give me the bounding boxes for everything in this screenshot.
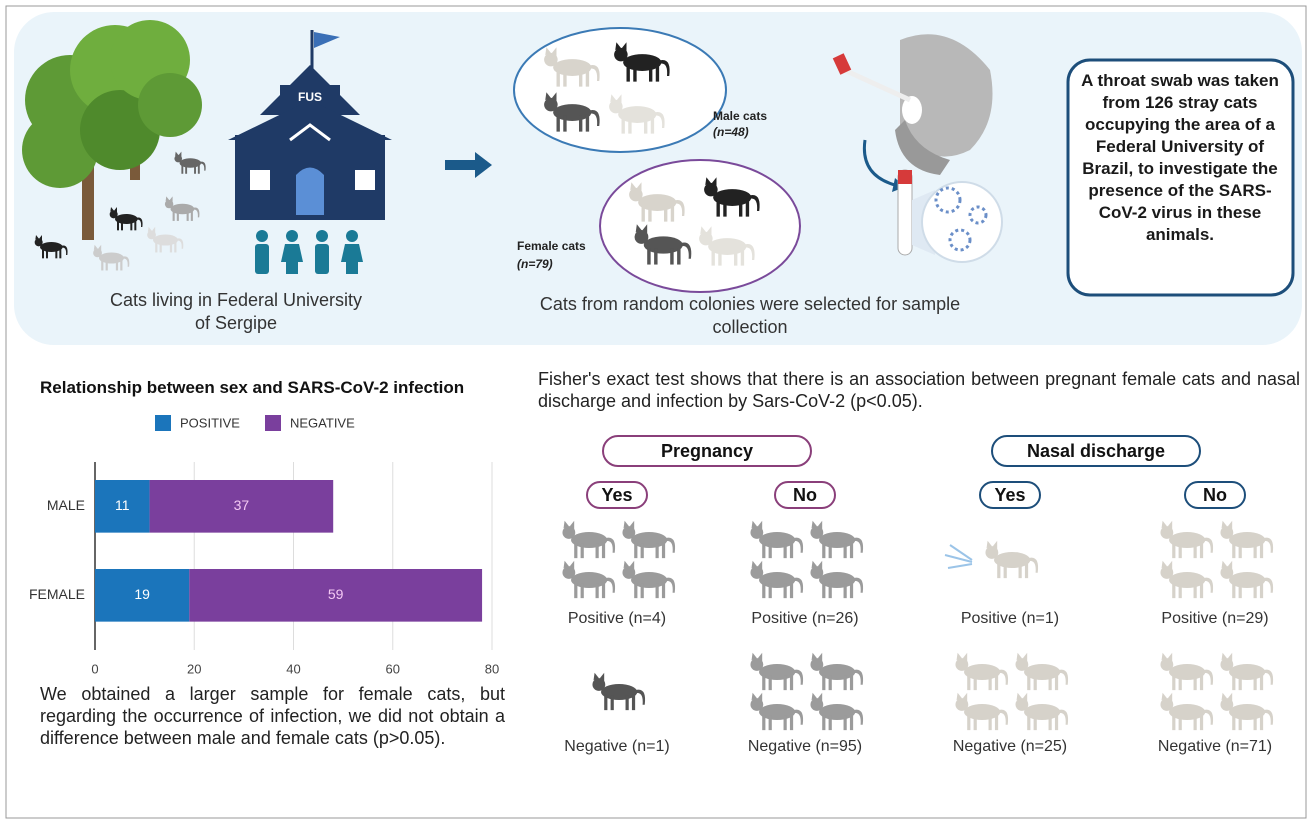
- cat-icon: [1015, 653, 1068, 690]
- legend-label: POSITIVE: [180, 415, 240, 430]
- shape-rect: [355, 170, 375, 190]
- cat-icon: [1015, 693, 1068, 730]
- legend-label: NEGATIVE: [290, 415, 355, 430]
- data-label: 59: [328, 586, 344, 602]
- cat-icon: [810, 521, 863, 558]
- summary-text: A throat swab was taken from 126 stray c…: [1080, 70, 1280, 246]
- chart-title: Relationship between sex and SARS-CoV-2 …: [40, 378, 464, 398]
- negative-label: Negative (n=1): [527, 738, 707, 756]
- shape-line: [948, 564, 972, 568]
- x-tick-label: 0: [91, 661, 98, 676]
- positive-label: Positive (n=4): [527, 610, 707, 628]
- cat-icon: [1160, 653, 1213, 690]
- shape-rect: [255, 244, 269, 274]
- cat-icon: [750, 653, 803, 690]
- data-label: 19: [134, 586, 150, 602]
- male-count: (n=48): [713, 124, 749, 140]
- cat-icon: [1220, 561, 1273, 598]
- building-label: FUS: [298, 90, 322, 104]
- graphical-abstract: FUS: [0, 0, 1312, 825]
- cat-icon: [1160, 521, 1213, 558]
- cat-icon: [810, 653, 863, 690]
- x-tick-label: 80: [485, 661, 499, 676]
- female-count: (n=79): [517, 256, 553, 272]
- cat-icon: [955, 693, 1008, 730]
- male-group: [514, 28, 726, 152]
- female-group: [600, 160, 800, 292]
- group-title: Nasal discharge: [991, 435, 1201, 467]
- cat-icon: [1220, 521, 1273, 558]
- x-tick-label: 60: [386, 661, 400, 676]
- cat-icon: [1160, 561, 1213, 598]
- cat-icon: [592, 673, 645, 710]
- positive-label: Positive (n=1): [920, 610, 1100, 628]
- cat-icon: [750, 561, 803, 598]
- shape-circle: [346, 230, 358, 242]
- data-label: 37: [234, 497, 250, 513]
- cat-icon: [810, 561, 863, 598]
- column-label: No: [774, 481, 836, 509]
- shape-circle: [138, 73, 202, 137]
- female-label: Female cats: [517, 238, 586, 254]
- cat-icon: [1220, 693, 1273, 730]
- positive-label: Positive (n=26): [715, 610, 895, 628]
- shape-circle: [316, 230, 328, 242]
- cat-icon: [810, 693, 863, 730]
- category-label: MALE: [47, 497, 85, 513]
- data-label: 11: [115, 497, 130, 513]
- selection-caption: Cats from random colonies were selected …: [505, 293, 995, 339]
- column-label: Yes: [979, 481, 1041, 509]
- male-label: Male cats: [713, 108, 767, 124]
- cat-icon: [750, 521, 803, 558]
- column-label: Yes: [586, 481, 648, 509]
- shape-rect: [286, 260, 298, 274]
- cat-icon: [622, 521, 675, 558]
- negative-label: Negative (n=25): [920, 738, 1100, 756]
- legend-swatch: [155, 415, 171, 431]
- x-tick-label: 40: [286, 661, 300, 676]
- shape-rect: [898, 170, 912, 184]
- shape-circle: [286, 230, 298, 242]
- chart-note: We obtained a larger sample for female c…: [40, 683, 505, 749]
- cat-icon: [1220, 653, 1273, 690]
- x-tick-label: 20: [187, 661, 201, 676]
- cat-icon: [985, 541, 1038, 578]
- campus-caption: Cats living in Federal University of Ser…: [106, 289, 366, 335]
- shape-path: [296, 168, 324, 216]
- legend-swatch: [265, 415, 281, 431]
- negative-label: Negative (n=95): [715, 738, 895, 756]
- cat-icon: [562, 561, 615, 598]
- fisher-text: Fisher's exact test shows that there is …: [538, 368, 1300, 412]
- cat-icon: [1160, 693, 1213, 730]
- shape-rect: [250, 170, 270, 190]
- cat-icon: [622, 561, 675, 598]
- bar-chart: 0 20 40 60 80 MALE 11 37 FEMALE 19 59 POSITIVE NEGAT…: [29, 415, 499, 676]
- spray: [945, 545, 972, 568]
- column-label: No: [1184, 481, 1246, 509]
- negative-label: Negative (n=71): [1125, 738, 1305, 756]
- cat-icon: [955, 653, 1008, 690]
- group-title: Pregnancy: [602, 435, 812, 467]
- shape-circle: [256, 230, 268, 242]
- cat-icon: [750, 693, 803, 730]
- positive-label: Positive (n=29): [1125, 610, 1305, 628]
- category-label: FEMALE: [29, 586, 85, 602]
- shape-rect: [346, 260, 358, 274]
- cat-icon: [562, 521, 615, 558]
- shape-rect: [315, 244, 329, 274]
